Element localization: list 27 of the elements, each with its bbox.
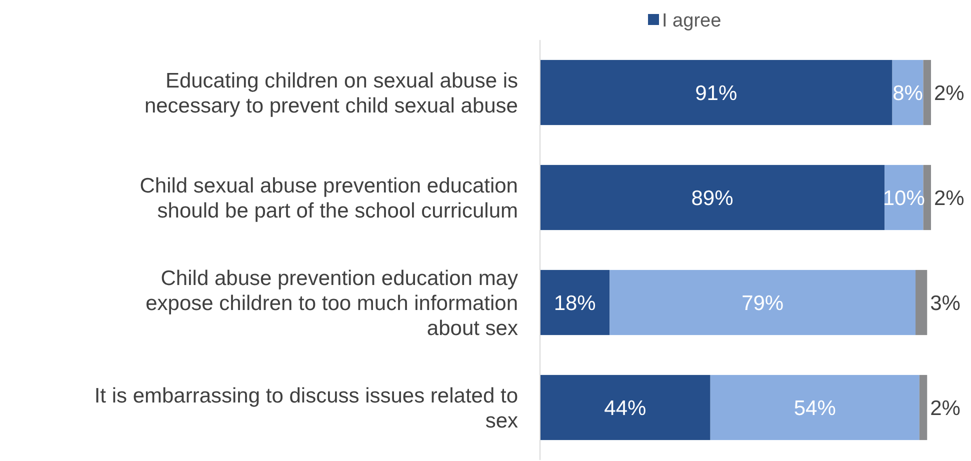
data-label: 79% <box>742 292 784 315</box>
bar <box>610 270 916 336</box>
y-tick-label: Child abuse prevention education may expose children to too much information about sex <box>146 266 518 340</box>
data-label: 54% <box>794 396 836 420</box>
data-label: 2% <box>934 82 964 105</box>
data-label: 3% <box>930 292 960 315</box>
bar <box>710 374 920 440</box>
y-tick-label: Child sexual abuse prevention education should be part of the school curriculum <box>140 174 518 222</box>
bar <box>540 60 892 126</box>
y-tick-label: Educating children on sexual abuse is necessary to prevent child sexual abuse <box>144 69 518 118</box>
data-label: 8% <box>892 82 923 105</box>
data-label: 2% <box>934 186 964 210</box>
bar <box>923 164 931 230</box>
data-label: 18% <box>554 292 596 315</box>
bar <box>540 374 710 440</box>
y-tick-label: It is embarrassing to discuss issues related to sex <box>94 384 518 432</box>
bar <box>923 60 931 126</box>
data-label: 44% <box>604 396 646 420</box>
data-label: 2% <box>930 396 960 420</box>
bar <box>540 164 885 230</box>
bar <box>916 270 928 336</box>
bar <box>540 270 610 336</box>
legend-label: I agree <box>662 10 722 32</box>
data-label: 91% <box>695 82 738 105</box>
data-label: 89% <box>691 186 734 210</box>
bar <box>919 374 928 440</box>
bar <box>892 60 924 126</box>
